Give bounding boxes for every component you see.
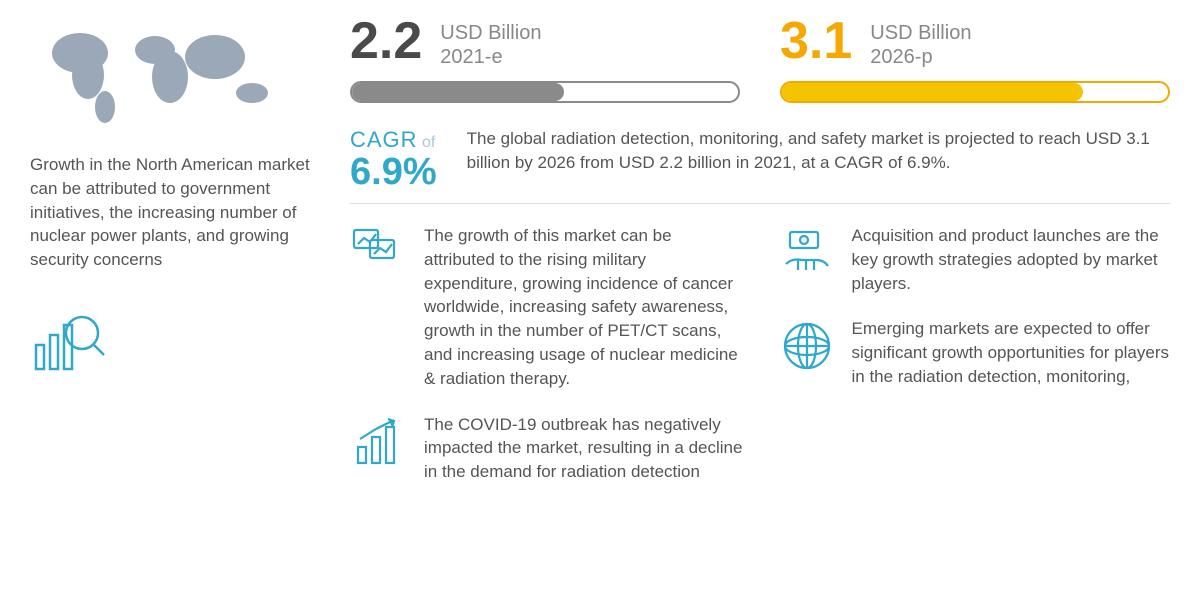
bar-2021-fill — [352, 83, 564, 101]
item-acquisition: Acquisition and product launches are the… — [778, 224, 1171, 295]
item-emerging: Emerging markets are expected to offer s… — [778, 317, 1171, 388]
world-map-icon — [30, 15, 290, 135]
item-acquisition-text: Acquisition and product launches are the… — [852, 224, 1171, 295]
metric-left-year: 2021-e — [440, 45, 541, 69]
metric-left-unit: USD Billion — [440, 21, 541, 45]
globe-icon — [778, 317, 836, 375]
cagr-block: CAGR of 6.9% — [350, 127, 437, 191]
metric-2021: 2.2 USD Billion 2021-e — [350, 15, 740, 69]
money-hand-icon — [778, 224, 836, 282]
bar-rising-icon — [350, 413, 408, 471]
summary-text: The global radiation detection, monitori… — [467, 127, 1170, 175]
north-america-text: Growth in the North American market can … — [30, 153, 310, 272]
bar-2026 — [780, 81, 1170, 103]
cagr-label: CAGR — [350, 127, 418, 152]
metric-right-unit: USD Billion — [870, 21, 971, 45]
cagr-of: of — [422, 134, 435, 151]
divider — [350, 203, 1170, 204]
metric-right-value: 3.1 — [780, 15, 852, 67]
metric-right-year: 2026-p — [870, 45, 971, 69]
bar-2026-fill — [782, 83, 1083, 101]
chart-growth-icon — [350, 224, 408, 282]
metric-2026: 3.1 USD Billion 2026-p — [780, 15, 1170, 69]
item-covid-text: The COVID-19 outbreak has negatively imp… — [424, 413, 743, 484]
item-growth: The growth of this market can be attribu… — [350, 224, 743, 391]
metric-left-value: 2.2 — [350, 15, 422, 67]
item-emerging-text: Emerging markets are expected to offer s… — [852, 317, 1171, 388]
magnifier-chart-icon — [30, 307, 310, 377]
bar-2021 — [350, 81, 740, 103]
cagr-value: 6.9% — [350, 153, 437, 191]
item-growth-text: The growth of this market can be attribu… — [424, 224, 743, 391]
item-covid: The COVID-19 outbreak has negatively imp… — [350, 413, 743, 484]
